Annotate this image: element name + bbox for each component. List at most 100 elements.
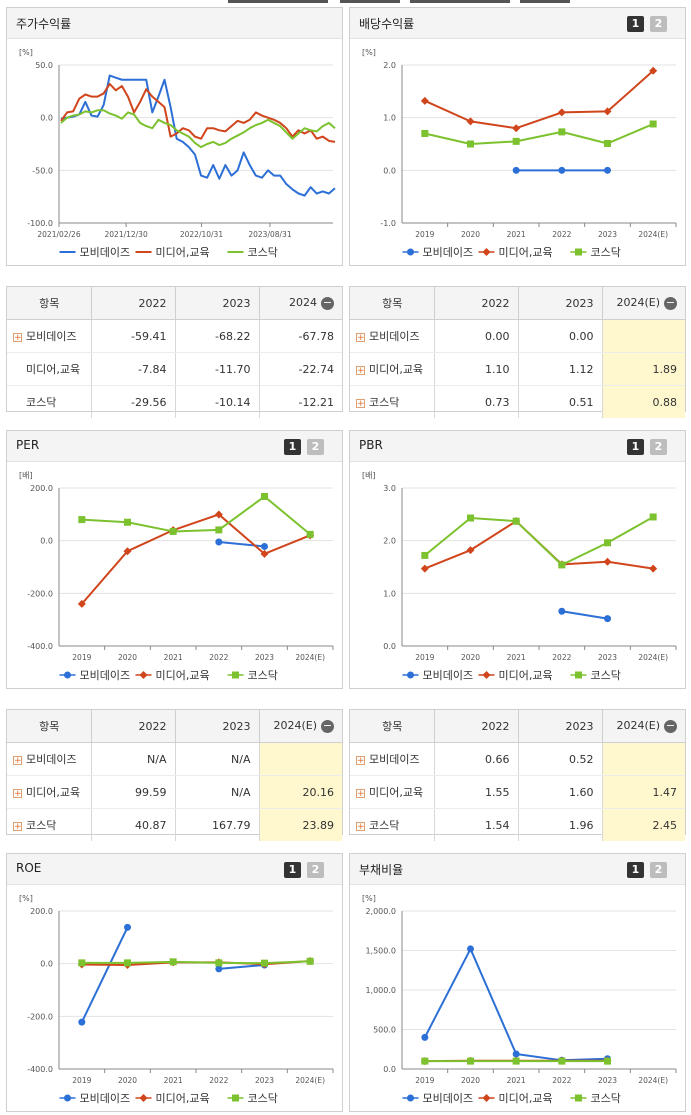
collapse-icon[interactable]: − <box>321 295 334 310</box>
data-point <box>139 1094 148 1102</box>
expand-plus-icon[interactable]: + <box>356 365 365 376</box>
row-label[interactable]: + 미디어,교육 <box>350 352 435 386</box>
row-label[interactable]: 미디어,교육 <box>7 352 92 386</box>
pbr-panel: PBR 1 2 [배] 3.0 2.0 1.0 0.0 2019 2020 2021 2022 2… <box>349 430 686 689</box>
x-tick-label: 2024(E) <box>295 653 325 662</box>
y-tick-label: 2.0 <box>383 537 396 546</box>
row-name: 모비데이즈 <box>26 753 77 766</box>
column-header-item: 항목 <box>7 287 92 320</box>
collapse-icon[interactable]: − <box>664 295 677 310</box>
x-tick-label: 2019 <box>415 653 434 662</box>
per-chart: [배] 200.0 0.0 -200.0 -400.0 2019 2020 2021 2022 2… <box>19 471 334 682</box>
row-label[interactable]: + 모비데이즈 <box>7 742 92 776</box>
view-2-button[interactable]: 2 <box>307 439 324 455</box>
pbr-table: 항목 2022 2023 2024(E) − + 모비데이즈 0.66 0.52 + 미디어,교육 1… <box>350 710 685 841</box>
expand-plus-icon[interactable]: + <box>13 332 22 343</box>
legend-label: 코스닥 <box>248 246 278 259</box>
row-label[interactable]: 코스닥 <box>7 385 92 418</box>
x-tick-label: 2020 <box>118 653 137 662</box>
legend-label: 모비데이즈 <box>80 1092 131 1105</box>
expand-plus-icon[interactable]: + <box>13 788 22 799</box>
y-tick-label: 1,000.0 <box>365 986 396 995</box>
data-point <box>512 137 520 145</box>
table-cell: -11.70 <box>175 352 260 386</box>
dividend-yield-panel: 배당수익률 1 2 [%] 2.0 1.0 0.0 -1.0 2019 2020 2021 20… <box>349 7 686 266</box>
row-label[interactable]: + 미디어,교육 <box>7 775 92 809</box>
row-label[interactable]: + 미디어,교육 <box>350 775 435 809</box>
data-point <box>482 248 491 256</box>
column-header-year: 2023 <box>518 710 603 743</box>
collapse-icon[interactable]: − <box>321 718 334 733</box>
data-point <box>407 1094 414 1102</box>
table-cell: -22.74 <box>259 352 342 386</box>
row-label[interactable]: + 코스닥 <box>350 385 435 418</box>
view-1-button[interactable]: 1 <box>627 439 644 455</box>
y-tick-label: 0.0 <box>40 114 53 123</box>
x-tick-label: 2021 <box>164 653 183 662</box>
series-line <box>80 926 129 1023</box>
expand-plus-icon[interactable]: + <box>13 755 22 766</box>
row-name: 코스닥 <box>369 819 400 832</box>
expand-plus-icon[interactable]: + <box>13 821 22 832</box>
view-2-button[interactable]: 2 <box>650 862 667 878</box>
y-tick-label: 0.0 <box>40 537 53 546</box>
collapse-icon[interactable]: − <box>664 718 677 733</box>
legend-label: 코스닥 <box>248 669 278 682</box>
view-2-button[interactable]: 2 <box>307 862 324 878</box>
expand-plus-icon[interactable]: + <box>356 788 365 799</box>
debt-ratio-chart: [%] 2,000.0 1,500.0 1,000.0 500.0 0.0 2019 2020… <box>362 894 677 1105</box>
view-1-button[interactable]: 1 <box>627 16 644 32</box>
series-line <box>60 82 336 143</box>
expand-plus-icon[interactable]: + <box>356 821 365 832</box>
row-label[interactable]: + 모비데이즈 <box>350 319 435 353</box>
table-cell: 0.00 <box>434 319 519 353</box>
panel-header: PBR 1 2 <box>350 431 685 462</box>
y-tick-label: 3.0 <box>383 484 396 493</box>
x-tick-label: 2022 <box>209 1076 228 1085</box>
data-point <box>261 542 268 550</box>
row-label[interactable]: + 코스닥 <box>7 808 92 841</box>
series-line <box>81 960 311 965</box>
data-point <box>421 1057 429 1065</box>
data-point <box>78 516 86 524</box>
stock-return-table-panel: 항목 2022 2023 2024− + 모비데이즈 -59.41 -68.22 -67.78 미… <box>6 286 343 418</box>
y-tick-label: -1.0 <box>380 219 396 228</box>
table-row: 미디어,교육 -7.84 -11.70 -22.74 <box>7 352 342 386</box>
column-header-item: 항목 <box>350 710 435 743</box>
table-cell: N/A <box>175 775 260 809</box>
legend-label: 미디어,교육 <box>499 1092 553 1105</box>
view-1-button[interactable]: 1 <box>284 439 301 455</box>
view-1-button[interactable]: 1 <box>284 862 301 878</box>
x-tick-label: 2019 <box>415 230 434 239</box>
data-point <box>557 108 566 117</box>
data-point <box>603 557 612 566</box>
view-2-button[interactable]: 2 <box>650 439 667 455</box>
data-point <box>421 551 429 559</box>
table-cell: 0.00 <box>518 319 603 353</box>
view-1-button[interactable]: 1 <box>627 862 644 878</box>
data-point <box>232 1094 239 1102</box>
data-point <box>124 959 131 967</box>
y-tick-label: -50.0 <box>32 166 53 175</box>
panel-title: 배당수익률 <box>359 17 415 31</box>
row-name: 미디어,교육 <box>369 363 424 376</box>
table-cell: N/A <box>91 742 176 776</box>
expand-plus-icon[interactable]: + <box>356 332 365 343</box>
expand-plus-icon <box>13 366 22 375</box>
x-tick-label: 2023 <box>598 230 617 239</box>
column-header-year: 2024(E) − <box>259 710 342 743</box>
y-tick-label: 50.0 <box>35 61 53 70</box>
row-label[interactable]: + 모비데이즈 <box>7 319 92 353</box>
expand-plus-icon[interactable]: + <box>356 755 365 766</box>
table-cell: 1.54 <box>434 808 519 841</box>
top-tab-fragment <box>228 0 328 3</box>
row-label[interactable]: + 모비데이즈 <box>350 742 435 776</box>
x-tick-label: 2023 <box>255 1076 274 1085</box>
row-label[interactable]: + 코스닥 <box>350 808 435 841</box>
dividend-table-panel: 항목 2022 2023 2024(E) − + 모비데이즈 0.00 0.00 + 미디어,교육 1… <box>349 286 686 418</box>
column-header-year: 2022 <box>434 287 519 320</box>
expand-plus-icon[interactable]: + <box>356 398 365 409</box>
view-2-button[interactable]: 2 <box>650 16 667 32</box>
top-tab-fragment <box>520 0 570 3</box>
data-point <box>466 546 475 555</box>
